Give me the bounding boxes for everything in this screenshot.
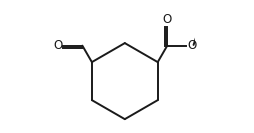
Text: O: O — [53, 39, 63, 52]
Text: O: O — [187, 39, 196, 52]
Text: O: O — [163, 13, 172, 26]
